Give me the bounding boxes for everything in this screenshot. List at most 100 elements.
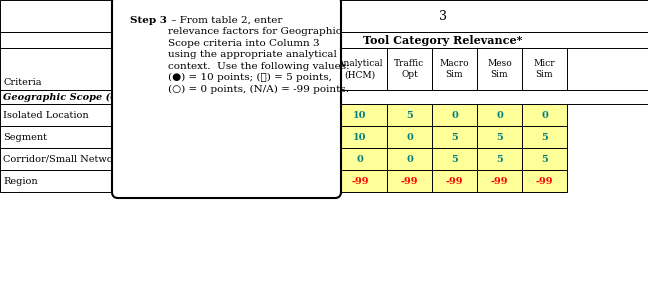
Bar [432, 48, 477, 90]
Text: 0: 0 [356, 154, 364, 164]
Text: 1: 1 [115, 10, 122, 22]
Bar [387, 104, 432, 126]
Text: 10: 10 [353, 110, 367, 119]
Bar [0, 0, 237, 32]
Text: 0: 0 [406, 133, 413, 142]
Bar [432, 126, 477, 148]
Bar [0, 48, 185, 90]
Text: 0: 0 [496, 110, 503, 119]
Text: 10: 10 [257, 133, 271, 142]
Bar [185, 104, 237, 126]
Bar [0, 126, 185, 148]
Bar [387, 148, 432, 170]
Text: 10: 10 [305, 176, 319, 185]
Text: Geographic Scope (0 = not relevant, 5 = most relevant): Geographic Scope (0 = not relevant, 5 = … [3, 92, 307, 102]
Text: -99: -99 [400, 176, 418, 185]
Text: Step 3: Step 3 [130, 16, 167, 25]
Bar [291, 170, 333, 192]
Bar [291, 126, 333, 148]
Text: -99: -99 [446, 176, 463, 185]
Text: -99: -99 [351, 176, 369, 185]
Bar [291, 104, 333, 126]
Bar [333, 170, 387, 192]
Text: 0: 0 [208, 110, 214, 119]
Bar [522, 170, 567, 192]
Text: 5: 5 [541, 133, 548, 142]
Bar [477, 170, 522, 192]
Bar [477, 104, 522, 126]
Bar [185, 126, 237, 148]
Text: 0: 0 [260, 110, 268, 119]
Bar [0, 104, 185, 126]
Text: Meso
Sim: Meso Sim [487, 59, 512, 79]
Bar [333, 48, 387, 90]
Text: 0: 0 [208, 154, 214, 164]
Bar [432, 104, 477, 126]
Text: 5: 5 [451, 154, 458, 164]
Text: Corridor/Small Network: Corridor/Small Network [3, 154, 123, 164]
Bar [522, 48, 567, 90]
Bar [0, 32, 237, 48]
Bar [237, 104, 291, 126]
Bar [185, 170, 237, 192]
Text: -99: -99 [536, 176, 553, 185]
Text: -99: -99 [491, 176, 508, 185]
Bar [333, 126, 387, 148]
Bar [237, 32, 648, 48]
Bar [237, 170, 291, 192]
Text: Isolated Location: Isolated Location [3, 110, 89, 119]
Text: 5: 5 [496, 133, 503, 142]
Bar [185, 48, 237, 90]
Text: – From table 2, enter
relevance factors for Geographic
Scope criteria into Colum: – From table 2, enter relevance factors … [168, 16, 350, 94]
Text: 5: 5 [541, 154, 548, 164]
Text: 10: 10 [353, 133, 367, 142]
Bar [333, 104, 387, 126]
Text: 3: 3 [439, 10, 446, 22]
Text: Segment: Segment [3, 133, 47, 142]
Bar [237, 126, 291, 148]
Text: 0: 0 [308, 133, 316, 142]
Text: 0: 0 [208, 176, 214, 185]
Text: 5: 5 [208, 133, 214, 142]
Bar [387, 126, 432, 148]
Bar [522, 126, 567, 148]
Text: 5: 5 [451, 133, 458, 142]
Bar [477, 126, 522, 148]
Text: Tool Category Relevance*: Tool Category Relevance* [363, 34, 522, 46]
Text: 0: 0 [541, 110, 548, 119]
Text: Sketch
Plan: Sketch Plan [248, 59, 280, 79]
FancyBboxPatch shape [112, 0, 341, 198]
Text: Region: Region [3, 176, 38, 185]
Text: TDM: TDM [301, 64, 323, 74]
Bar [522, 148, 567, 170]
Text: 0: 0 [308, 110, 316, 119]
Bar [291, 148, 333, 170]
Bar [291, 48, 333, 90]
Bar [237, 0, 648, 32]
Bar [333, 148, 387, 170]
Bar [432, 148, 477, 170]
Bar [522, 104, 567, 126]
Text: 5: 5 [406, 110, 413, 119]
Text: 5: 5 [260, 176, 268, 185]
Text: 0: 0 [406, 154, 413, 164]
Text: 5: 5 [260, 154, 268, 164]
Text: Criteria: Criteria [3, 78, 41, 87]
Bar [387, 170, 432, 192]
Bar [477, 48, 522, 90]
Text: 0: 0 [451, 110, 458, 119]
Text: Sub-
Criteria
Relevance: Sub- Criteria Relevance [187, 53, 235, 85]
Text: 5: 5 [496, 154, 503, 164]
Bar [0, 170, 185, 192]
Bar [0, 148, 185, 170]
Text: Micr
Sim: Micr Sim [534, 59, 555, 79]
Bar [237, 48, 291, 90]
Text: Traffic
Opt: Traffic Opt [395, 59, 424, 79]
Text: Analytical
(HCM): Analytical (HCM) [337, 59, 383, 79]
Text: Macro
Sim: Macro Sim [440, 59, 469, 79]
Bar [0, 90, 648, 104]
Bar [477, 148, 522, 170]
Bar [432, 170, 477, 192]
Text: 10: 10 [305, 154, 319, 164]
Bar [237, 148, 291, 170]
